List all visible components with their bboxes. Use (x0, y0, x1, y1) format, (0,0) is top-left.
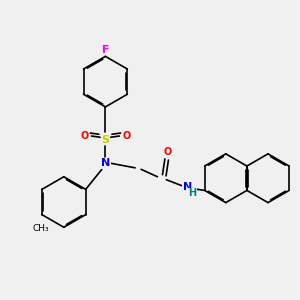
Text: O: O (122, 131, 130, 141)
Text: N: N (101, 158, 110, 168)
Text: O: O (164, 147, 172, 157)
Text: N: N (182, 182, 192, 192)
Text: CH₃: CH₃ (32, 224, 49, 233)
Text: F: F (102, 45, 109, 55)
Text: O: O (80, 131, 89, 141)
Text: H: H (188, 188, 196, 198)
Text: S: S (101, 135, 110, 145)
